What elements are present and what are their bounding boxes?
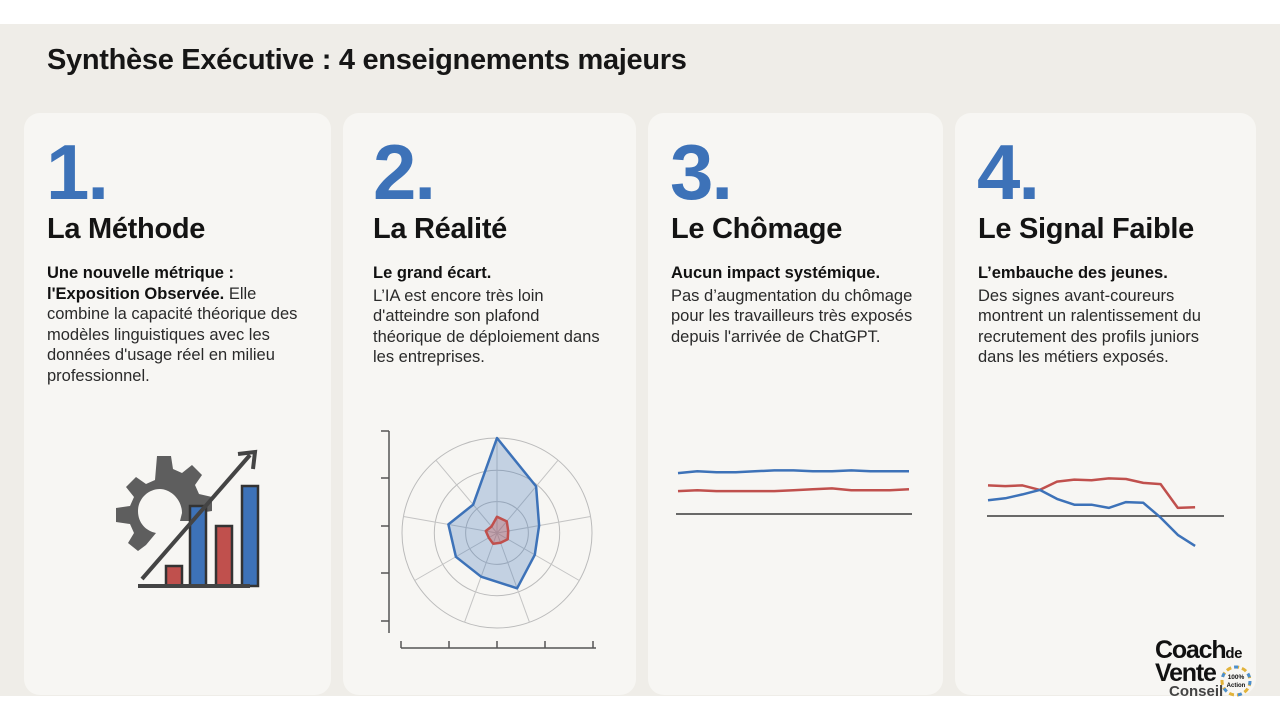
card-body: Une nouvelle métrique : l'Exposition Obs… bbox=[47, 263, 317, 386]
logo-line2: Vente bbox=[1155, 659, 1217, 687]
card-weak-signal: 4. Le Signal Faible L’embauche des jeune… bbox=[955, 113, 1256, 695]
radar-spoke bbox=[496, 516, 591, 534]
series-line bbox=[987, 488, 1196, 547]
card-number: 2. bbox=[373, 128, 436, 216]
logo-line1: Coachde bbox=[1155, 636, 1242, 664]
series-line bbox=[677, 469, 909, 475]
card-body: L’embauche des jeunes. Des signes avant-… bbox=[978, 263, 1233, 368]
radar-series bbox=[447, 436, 541, 590]
card-title: Le Signal Faible bbox=[978, 213, 1194, 245]
bar-chart bbox=[164, 484, 260, 588]
series-line bbox=[987, 477, 1196, 510]
radar-spoke bbox=[496, 532, 530, 623]
card-lead: Le grand écart. bbox=[373, 264, 492, 282]
card-unemployment: 3. Le Chômage Aucun impact systémique. P… bbox=[648, 113, 943, 695]
card-body: Aucun impact systémique. Pas d’augmentat… bbox=[671, 263, 926, 347]
slide: Synthèse Exécutive : 4 enseignements maj… bbox=[0, 24, 1280, 700]
card-number: 1. bbox=[46, 128, 109, 216]
card-reality: 2. La Réalité Le grand écart. L’IA est e… bbox=[343, 113, 636, 695]
card-lead: Une nouvelle métrique : l'Exposition Obs… bbox=[47, 264, 235, 303]
card-title: Le Chômage bbox=[671, 213, 843, 245]
card-text: Pas d’augmentation du chômage pour les t… bbox=[671, 286, 913, 346]
card-method: 1. La Méthode Une nouvelle métrique : l'… bbox=[24, 113, 331, 695]
svg-text:Action: Action bbox=[1227, 683, 1246, 689]
card-text: Elle combine la capacité théorique des m… bbox=[47, 284, 298, 385]
bar bbox=[214, 524, 234, 588]
card-body: Le grand écart. L’IA est encore très loi… bbox=[373, 263, 608, 368]
line-chart bbox=[676, 469, 912, 515]
radar-spoke bbox=[403, 516, 498, 534]
gear-icon bbox=[116, 456, 212, 551]
radar-spoke bbox=[496, 532, 580, 581]
page-title: Synthèse Exécutive : 4 enseignements maj… bbox=[47, 44, 687, 76]
card-title: La Réalité bbox=[373, 213, 507, 245]
card-number: 3. bbox=[670, 128, 733, 216]
action-badge-icon: 100% Action bbox=[1220, 665, 1252, 697]
bar bbox=[240, 484, 260, 588]
radar-series bbox=[484, 515, 510, 545]
series-line bbox=[677, 487, 910, 493]
arrow-head-icon bbox=[237, 449, 258, 470]
card-lead: L’embauche des jeunes. bbox=[978, 264, 1168, 282]
growth-arrow bbox=[140, 453, 252, 581]
radar-spoke bbox=[435, 459, 498, 534]
card-text: L’IA est encore très loin d'atteindre so… bbox=[373, 286, 600, 367]
bar bbox=[164, 564, 184, 588]
card-title: La Méthode bbox=[47, 213, 206, 245]
coach-de-vente-logo: Coachde Vente Conseil 100% Action bbox=[1155, 636, 1255, 706]
line-chart bbox=[987, 477, 1224, 547]
radar-chart bbox=[381, 430, 596, 649]
card-number: 4. bbox=[977, 128, 1040, 216]
logo-line3: Conseil bbox=[1169, 683, 1224, 700]
bar bbox=[188, 504, 208, 588]
gear-growth-chart-icon bbox=[116, 449, 260, 588]
svg-text:100%: 100% bbox=[1228, 674, 1245, 681]
card-text: Des signes avant-coureurs montrent un ra… bbox=[978, 286, 1201, 367]
card-lead: Aucun impact systémique. bbox=[671, 264, 881, 282]
